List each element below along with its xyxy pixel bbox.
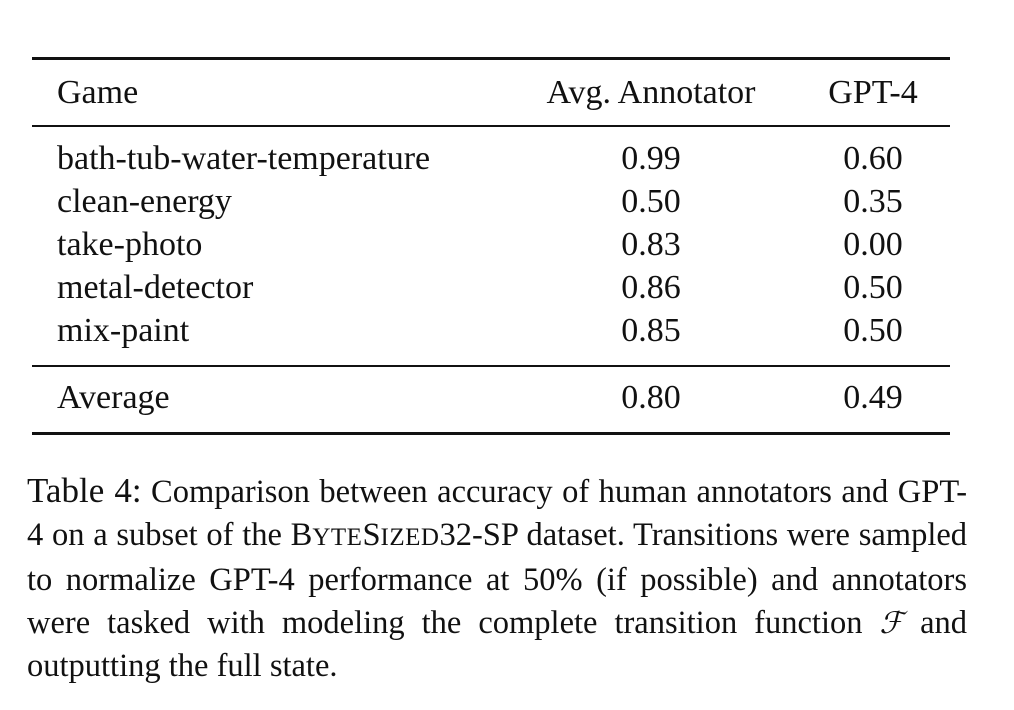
- cell-gpt4: 0.50: [843, 269, 903, 306]
- header-gpt4: GPT-4: [828, 74, 918, 111]
- cell-annotator: 0.86: [621, 269, 681, 306]
- cell-average-annotator: 0.80: [621, 379, 681, 416]
- cell-annotator: 0.83: [621, 226, 681, 263]
- table-header-rule: [32, 125, 950, 127]
- cell-game: clean-energy: [57, 183, 232, 220]
- table-row: clean-energy 0.50 0.35: [0, 182, 1014, 222]
- cell-game: bath-tub-water-temperature: [57, 140, 431, 177]
- cell-average-label: Average: [57, 379, 170, 416]
- cell-gpt4: 0.60: [843, 140, 903, 177]
- table-row: metal-detector 0.86 0.50: [0, 268, 1014, 308]
- cell-gpt4: 0.35: [843, 183, 903, 220]
- cell-gpt4: 0.50: [843, 312, 903, 349]
- caption-text-3: and outputting the full state.: [27, 604, 967, 685]
- cell-game: mix-paint: [57, 312, 190, 349]
- table-top-rule: [32, 57, 950, 60]
- header-avg-annotator: Avg. Annotator: [546, 74, 756, 111]
- header-game: Game: [57, 74, 139, 111]
- table-average-rule: [32, 365, 950, 367]
- cell-annotator: 0.99: [621, 140, 681, 177]
- caption-text-2: dataset. Transitions were sampled to nor…: [27, 516, 968, 641]
- transition-function-symbol: ℱ: [879, 605, 904, 641]
- table-average-row: Average 0.80 0.49: [0, 378, 1014, 418]
- cell-annotator: 0.85: [621, 312, 681, 349]
- caption-text-1: Comparison between accuracy of human ann…: [27, 474, 968, 553]
- dataset-name: BYTESIZED32-SP: [290, 516, 518, 553]
- table-row: mix-paint 0.85 0.50: [0, 311, 1014, 351]
- table-header-row: Game Avg. Annotator GPT-4: [0, 73, 1014, 113]
- cell-game: take-photo: [57, 226, 203, 263]
- cell-gpt4: 0.00: [843, 226, 903, 263]
- table-row: take-photo 0.83 0.00: [0, 225, 1014, 265]
- cell-annotator: 0.50: [621, 183, 681, 220]
- table-caption: Table 4: Comparison between accuracy of …: [27, 470, 967, 688]
- table-bottom-rule: [32, 432, 950, 435]
- caption-label: Table 4:: [27, 471, 142, 510]
- cell-game: metal-detector: [57, 269, 254, 306]
- cell-average-gpt4: 0.49: [843, 379, 903, 416]
- table-row: bath-tub-water-temperature 0.99 0.60: [0, 139, 1014, 179]
